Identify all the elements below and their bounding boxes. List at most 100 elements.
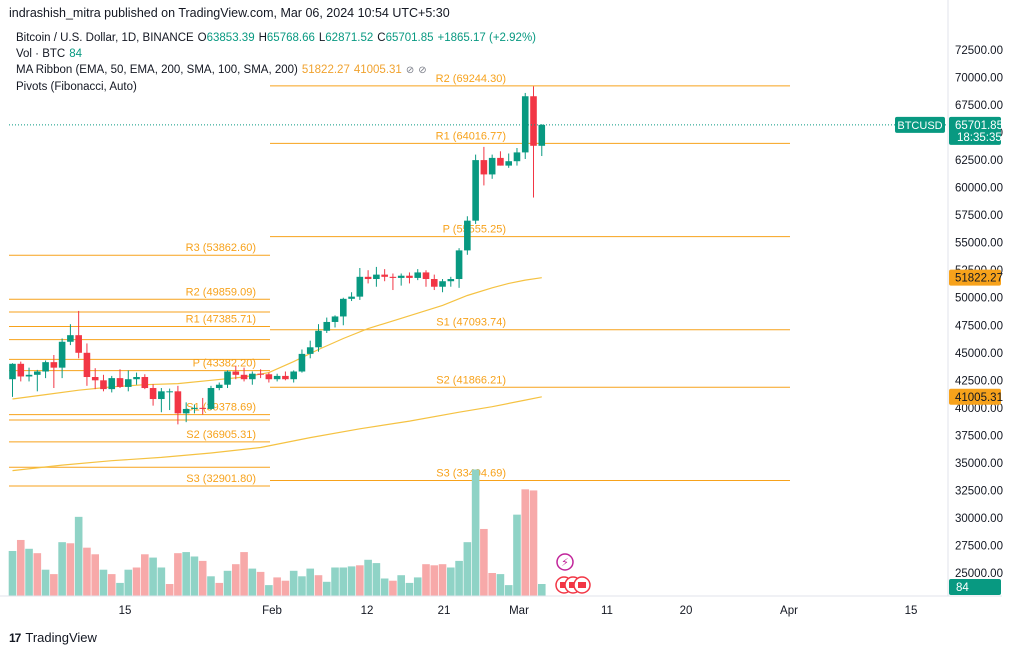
candle-body	[249, 373, 256, 380]
time-axis[interactable]: 15 Feb 12 21 Mar 11 20 Apr 15	[0, 0, 1002, 617]
dividend-event-icon[interactable]	[556, 553, 574, 571]
candle-body	[497, 157, 504, 166]
lightning-icon: ⚡	[561, 556, 569, 569]
volume-value: 84	[69, 48, 83, 60]
legend-pivots-row[interactable]: Pivots (Fibonacci, Auto)	[16, 79, 536, 95]
candle-body	[282, 375, 289, 380]
candle-body	[464, 220, 471, 251]
price-candles	[9, 86, 546, 425]
candle-body	[331, 316, 339, 322]
time-tick-label: 11	[601, 605, 613, 617]
candle-body	[340, 298, 347, 317]
price-tick-label: 35000.00	[955, 458, 1003, 470]
volume-bar	[174, 553, 182, 596]
change-value: +1865.17 (+2.92%)	[437, 32, 536, 44]
price-tick-label: 47500.00	[955, 320, 1003, 332]
symbol-tag-label: BTCUSD	[897, 120, 942, 132]
candle-body	[406, 275, 413, 278]
volume-bar	[25, 548, 33, 596]
volume-bars	[8, 469, 546, 596]
volume-bar	[339, 567, 348, 596]
candle-body	[83, 352, 91, 378]
volume-bar	[8, 550, 17, 596]
time-tick-label: Feb	[262, 605, 282, 617]
hidden-value-icon[interactable]: ⊘	[405, 65, 415, 76]
volume-tag	[949, 579, 1001, 595]
volume-bar	[537, 584, 546, 596]
volume-bar	[356, 565, 364, 596]
volume-bar	[513, 514, 521, 596]
pivot-label-s2: S2 (36905.31)	[186, 429, 256, 441]
price-tick-label: 25000.00	[955, 568, 1003, 580]
pivot-label-s2: S2 (41866.21)	[436, 374, 506, 386]
volume-bar	[157, 567, 166, 596]
candle-body	[42, 362, 49, 372]
price-tick-label: 55000.00	[955, 238, 1003, 250]
volume-bar	[33, 553, 42, 596]
volume-bar	[413, 577, 422, 596]
ma-value-tag-label: 51822.27	[955, 273, 1003, 285]
candle-body	[290, 371, 297, 380]
volume-bar	[488, 573, 496, 596]
price-tick-label: 40000.00	[955, 403, 1003, 415]
candle-body	[298, 353, 306, 372]
candle-body	[75, 335, 82, 353]
volume-bar	[273, 577, 281, 596]
volume-bar	[447, 567, 455, 596]
pivots-label: Pivots (Fibonacci, Auto)	[16, 81, 137, 93]
volume-bar	[190, 556, 199, 596]
candle-body	[455, 250, 463, 280]
legend-symbol-row[interactable]: Bitcoin / U.S. Dollar, 1D, BINANCE O 6385…	[16, 30, 536, 46]
volume-bar	[182, 552, 190, 596]
volume-bar	[314, 575, 323, 596]
price-tick-label: 72500.00	[955, 45, 1003, 57]
candle-body	[207, 388, 215, 409]
volume-bar	[248, 568, 257, 596]
price-tick-label: 27500.00	[955, 540, 1003, 552]
symbol-tag[interactable]	[895, 116, 945, 133]
time-tick-label: 12	[361, 605, 374, 617]
candle-body	[58, 341, 66, 368]
candle-body	[17, 363, 25, 377]
candle-body	[240, 374, 248, 380]
volume-bar	[58, 542, 66, 596]
volume-bar	[504, 585, 513, 596]
tradingview-brand[interactable]: 17 TradingView	[9, 630, 97, 645]
volume-bar	[306, 568, 315, 596]
candle-body	[538, 124, 546, 146]
candle-body	[174, 391, 182, 414]
candle-body	[224, 371, 231, 385]
event-markers[interactable]: ⚡	[555, 553, 591, 594]
hidden-value-icon[interactable]: ⊘	[418, 65, 427, 76]
volume-bar	[347, 566, 356, 596]
volume-bar	[422, 564, 430, 596]
candle-body	[488, 157, 496, 175]
candle-body	[356, 276, 364, 297]
volume-bar	[322, 581, 331, 596]
pivot-label-r2: R2 (49859.09)	[186, 286, 256, 298]
candle-body	[232, 371, 240, 375]
legend-volume-row[interactable]: Vol · BTC 84	[16, 46, 536, 62]
volume-bar	[116, 582, 124, 596]
price-axis[interactable]: 72500.0070000.0067500.0065000.0062500.00…	[955, 45, 1003, 580]
volume-bar	[41, 569, 50, 596]
volume-bar	[281, 580, 290, 596]
candle-body	[158, 391, 165, 400]
pivot-label-r2: R2 (69244.30)	[436, 73, 506, 85]
candle-body	[133, 377, 140, 380]
volume-bar	[207, 576, 215, 596]
brand-name: TradingView	[25, 630, 97, 645]
last-price-value: 65701.85	[955, 120, 1003, 132]
us-flag-icon	[578, 582, 586, 588]
volume-bar	[331, 567, 339, 596]
legend-ma-row[interactable]: MA Ribbon (EMA, 50, EMA, 200, SMA, 100, …	[16, 62, 536, 79]
pivot-levels: R3 (53862.60) R2 (49859.09) R1 (47385.71) P…	[9, 73, 790, 487]
close-label: C	[377, 32, 386, 44]
last-price-tag[interactable]	[949, 116, 1001, 145]
candle-body	[273, 375, 281, 380]
candle-body	[215, 384, 223, 389]
candle-body	[116, 378, 124, 387]
candle-body	[265, 374, 273, 380]
price-tick-label: 42500.00	[955, 375, 1003, 387]
